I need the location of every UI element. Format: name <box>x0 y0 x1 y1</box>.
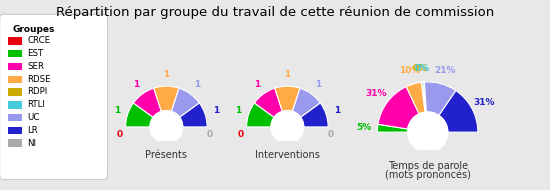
Wedge shape <box>425 82 456 116</box>
Text: NI: NI <box>27 139 36 147</box>
Text: 0: 0 <box>238 130 244 139</box>
Text: Présents: Présents <box>145 150 188 160</box>
Wedge shape <box>134 88 161 117</box>
Bar <box>8 127 22 134</box>
Text: CRCE: CRCE <box>27 36 50 45</box>
Wedge shape <box>125 103 153 127</box>
Text: 0: 0 <box>117 130 123 139</box>
Wedge shape <box>172 88 199 117</box>
Text: 1: 1 <box>133 80 139 89</box>
Text: 1: 1 <box>194 80 200 89</box>
Text: 1: 1 <box>284 70 290 79</box>
Text: RTLI: RTLI <box>27 100 45 109</box>
Text: 1: 1 <box>254 80 260 89</box>
Text: 1: 1 <box>213 106 219 115</box>
Text: 1: 1 <box>163 70 169 79</box>
Wedge shape <box>300 103 328 127</box>
Text: UC: UC <box>27 113 40 122</box>
Wedge shape <box>378 87 419 129</box>
Wedge shape <box>377 124 408 132</box>
Bar <box>8 63 22 70</box>
Wedge shape <box>154 86 179 111</box>
Text: 1: 1 <box>114 106 120 115</box>
Text: Répartition par groupe du travail de cette réunion de commission: Répartition par groupe du travail de cet… <box>56 6 494 19</box>
Bar <box>8 101 22 109</box>
Text: 1: 1 <box>334 106 340 115</box>
Text: Groupes: Groupes <box>13 25 56 34</box>
Circle shape <box>408 112 448 152</box>
Text: LR: LR <box>27 126 38 135</box>
Text: Temps de parole: Temps de parole <box>388 161 468 171</box>
Wedge shape <box>406 82 425 114</box>
Wedge shape <box>423 82 426 112</box>
Bar <box>8 114 22 121</box>
Wedge shape <box>275 86 300 111</box>
Text: 0%: 0% <box>415 63 430 73</box>
Bar <box>8 50 22 58</box>
Bar <box>8 37 22 45</box>
Bar <box>8 76 22 83</box>
Text: 0%: 0% <box>413 64 428 73</box>
Text: EST: EST <box>27 49 43 58</box>
Wedge shape <box>439 91 478 132</box>
Bar <box>8 88 22 96</box>
FancyBboxPatch shape <box>0 14 108 180</box>
Wedge shape <box>179 103 207 127</box>
Bar <box>8 139 22 147</box>
Wedge shape <box>421 82 426 112</box>
Text: 1: 1 <box>315 80 321 89</box>
Text: 5%: 5% <box>356 123 371 132</box>
Circle shape <box>150 111 183 143</box>
Circle shape <box>271 111 304 143</box>
Text: 0: 0 <box>327 130 333 139</box>
Text: SER: SER <box>27 62 44 71</box>
Wedge shape <box>293 88 320 117</box>
Text: (mots prononcés): (mots prononcés) <box>384 170 471 180</box>
Text: RDPI: RDPI <box>27 87 47 96</box>
Wedge shape <box>255 88 282 117</box>
Text: RDSE: RDSE <box>27 75 51 84</box>
Text: Interventions: Interventions <box>255 150 320 160</box>
Text: 31%: 31% <box>365 89 387 98</box>
Text: 0: 0 <box>206 130 212 139</box>
Text: 1: 1 <box>235 106 241 115</box>
Wedge shape <box>246 103 274 127</box>
Text: 31%: 31% <box>474 97 495 107</box>
Text: 21%: 21% <box>434 66 455 75</box>
Text: 10%: 10% <box>399 66 420 75</box>
